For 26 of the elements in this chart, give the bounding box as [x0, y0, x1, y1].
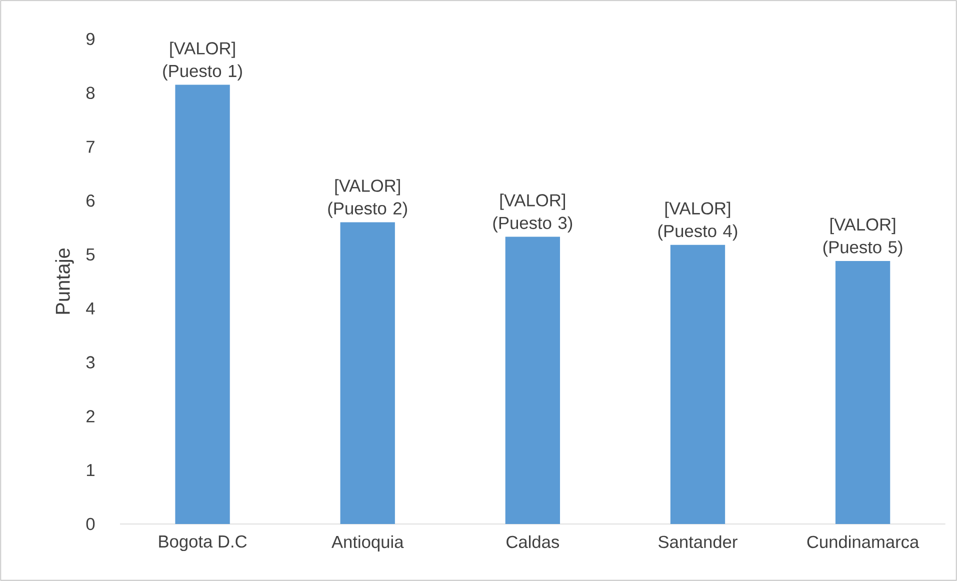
data-label: [VALOR] (Puesto 1) — [163, 42, 242, 81]
y-axis-title: Puntaje — [55, 248, 74, 314]
bar — [835, 261, 890, 524]
data-label: [VALOR] (Puesto 3) — [493, 194, 572, 233]
y-tick-label: 8 — [86, 86, 95, 100]
x-tick-label: Cundinamarca — [807, 535, 920, 548]
bar — [505, 236, 560, 524]
y-tick-label: 6 — [86, 194, 95, 207]
x-tick-label: Caldas — [506, 535, 560, 548]
y-tick-label: 1 — [86, 464, 94, 476]
data-label: [VALOR] (Puesto 2) — [328, 179, 407, 218]
data-label: [VALOR] (Puesto 5) — [823, 218, 902, 257]
bar — [175, 84, 230, 524]
y-tick-label: 9 — [86, 32, 94, 46]
bar — [340, 222, 395, 524]
data-label: [VALOR] (Puesto 4) — [658, 202, 738, 241]
x-tick-label: Bogota D.C — [159, 535, 247, 552]
x-tick-label: Antioquia — [332, 535, 404, 552]
y-tick-label: 5 — [86, 248, 95, 261]
bar — [670, 244, 726, 524]
x-tick-label: Santander — [658, 535, 738, 548]
y-tick-label: 3 — [86, 356, 95, 368]
y-tick-label: 4 — [86, 302, 95, 314]
y-tick-label: 7 — [86, 140, 94, 153]
y-tick-label: 0 — [86, 518, 95, 530]
y-tick-label: 2 — [86, 410, 94, 422]
